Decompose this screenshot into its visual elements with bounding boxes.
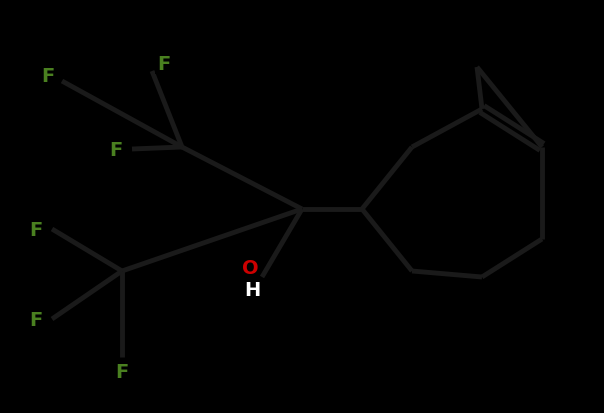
Text: O: O: [242, 258, 259, 277]
Text: F: F: [109, 140, 123, 159]
Text: F: F: [30, 310, 43, 329]
Text: F: F: [158, 55, 170, 74]
Text: F: F: [30, 220, 43, 239]
Text: F: F: [115, 362, 129, 380]
Text: H: H: [244, 280, 260, 299]
Text: F: F: [42, 66, 54, 85]
